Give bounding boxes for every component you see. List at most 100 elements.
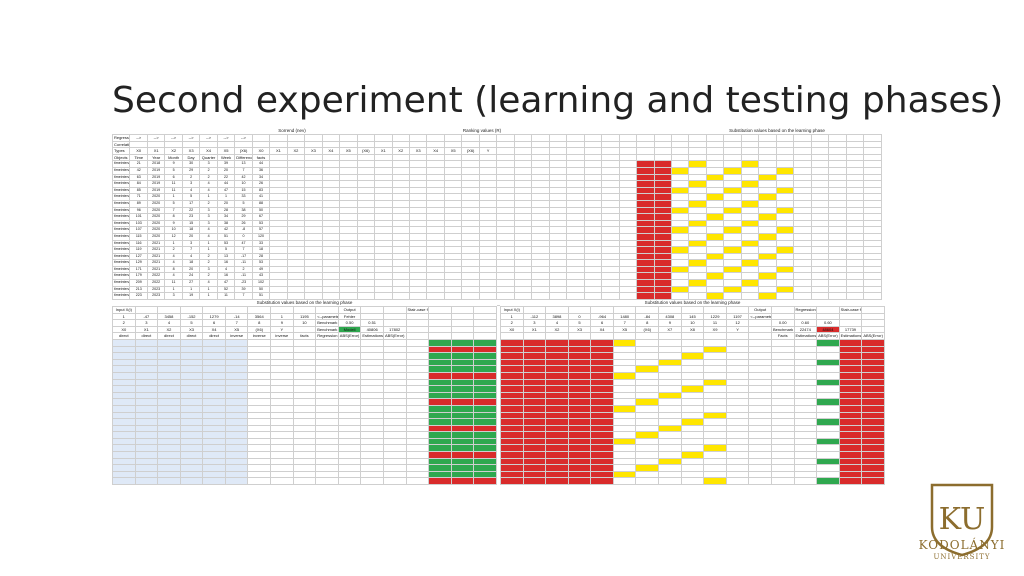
table-cell [748,365,772,373]
table-cell [548,213,568,221]
data-value: 5 [164,199,183,208]
table-cell [828,173,847,182]
table-cell [112,470,136,479]
table-cell [496,193,515,201]
table-cell [845,134,865,142]
time-value: 85 [129,186,148,195]
table-cell [863,193,882,201]
table-cell [601,292,620,300]
table-cell [705,239,725,248]
table-cell [360,312,384,321]
type-header: Week [216,153,236,162]
table-cell [612,424,637,433]
data-value: 18 [181,259,201,267]
table-cell [793,193,812,201]
table-cell [450,352,475,360]
table-cell [391,193,410,201]
table-row: Regression connections-->-->-->-->-->-->… [111,134,882,142]
table-cell [405,338,430,347]
table-cell [202,345,226,354]
table-cell [838,457,863,466]
table-cell [548,134,568,142]
table-cell [450,306,475,314]
data-value: 20 [181,232,201,241]
type-header: X8 [680,325,705,334]
table-cell [548,246,568,254]
table-cell [270,431,294,439]
section-label: Input X(i) [500,306,524,314]
table-cell [360,371,384,380]
column-number: 11 [703,319,727,327]
table-cell [531,160,550,168]
table-cell [566,166,585,175]
table-cell [286,186,306,195]
table-cell [179,457,204,466]
table-cell [775,134,795,142]
table-cell [793,365,818,373]
table-cell [612,358,637,367]
table-cell [496,226,515,234]
table-cell [601,272,620,281]
table-cell [522,385,547,393]
table-cell [374,140,393,149]
table-cell [548,292,568,300]
table-cell [391,180,410,188]
table-cell [428,332,452,340]
table-cell [793,358,818,367]
table-cell [740,226,760,234]
table-cell [861,345,885,354]
table-row: timeinterval989620207223283850 [111,206,882,215]
table-cell [337,437,362,446]
table-cell [496,292,515,300]
table-cell [861,385,885,393]
table-cell [270,457,294,466]
type-header: X1 [522,325,547,334]
table-cell [426,140,445,149]
direction-header: direct [202,332,226,340]
table-cell [845,219,865,228]
table-cell [286,193,306,201]
table-row: timeinterval058520191144471583 [111,186,882,195]
table-cell [845,279,865,287]
table-cell [428,424,452,433]
section-label: Output [337,306,362,314]
table-cell [356,252,376,261]
table-cell [636,259,655,267]
table-cell [360,352,384,360]
table-cell [382,338,407,347]
table-cell [583,193,603,201]
table-cell [618,259,638,267]
table-cell [531,272,550,281]
table-cell [583,259,603,267]
table-cell [531,219,550,228]
table-cell [356,140,376,149]
table-cell [443,219,463,228]
table-cell [202,352,226,360]
table-cell [740,279,760,287]
table-cell [828,239,847,248]
table-cell [405,457,430,466]
table-cell [548,206,568,215]
table-cell [513,285,533,294]
table-cell [513,219,533,228]
table-cell [612,345,637,354]
table-cell [793,140,812,149]
table-cell [270,385,294,393]
table-cell [179,470,204,479]
data-value: 2020 [146,213,166,221]
table-cell [748,338,772,347]
table-cell [723,134,742,142]
table-cell [775,219,795,228]
table-cell [567,404,592,413]
table-cell [748,352,772,360]
table-cell [703,444,727,453]
table-cell [618,252,638,261]
table-cell [426,206,445,215]
table-cell [270,424,294,433]
data-value: 11 [164,279,183,287]
logo-name: KODOLÁNYI [918,538,1006,552]
data-value: 2019 [146,166,166,175]
table-cell [758,279,777,287]
table-cell [838,319,863,327]
table-cell [725,411,750,420]
